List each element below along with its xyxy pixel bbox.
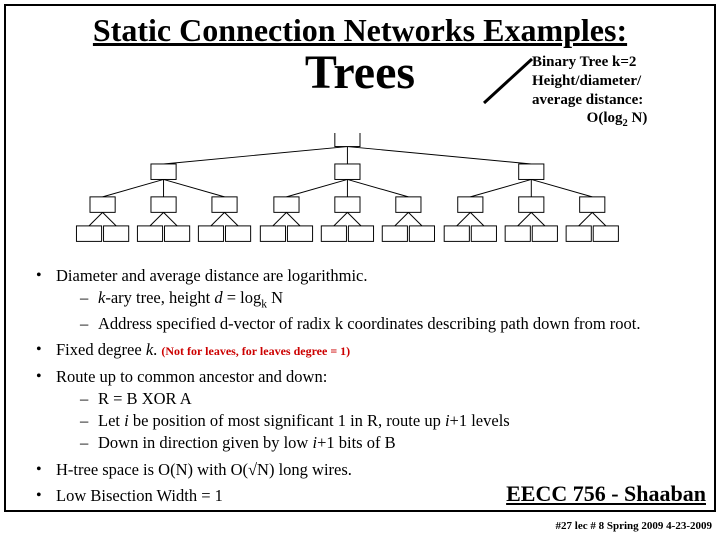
seg: Let xyxy=(98,411,124,430)
note-arrow-icon xyxy=(478,55,536,107)
footer-course: EECC 756 - Shaaban xyxy=(506,481,706,507)
sub-item: Let i be position of most significant 1 … xyxy=(78,410,686,432)
slide-frame: Static Connection Networks Examples: Tre… xyxy=(4,4,716,512)
note-line: Height/diameter/ xyxy=(532,72,702,91)
sub-list: k-ary tree, height d = logk N Address sp… xyxy=(78,287,686,335)
slide-subtitle: Trees xyxy=(305,45,415,100)
subtitle-row: Trees Binary Tree k=2 Height/diameter/ a… xyxy=(6,49,714,133)
note-line: Binary Tree k=2 xyxy=(532,53,702,72)
note-line: average distance: xyxy=(532,91,702,110)
note-seg: O(log xyxy=(587,110,623,126)
seg: be position of most significant 1 in R, … xyxy=(129,411,445,430)
seg: N xyxy=(267,288,283,307)
sub-list: R = B XOR A Let i be position of most si… xyxy=(78,388,686,455)
text: Diameter and average distance are logari… xyxy=(56,266,368,285)
inline-note: (Not for leaves, for leaves degree = 1) xyxy=(161,344,350,358)
note-line: O(log2 N) xyxy=(532,109,702,130)
bullet-item: Diameter and average distance are logari… xyxy=(34,265,686,335)
bullet-item: Fixed degree k. (Not for leaves, for lea… xyxy=(34,339,686,361)
seg: +1 bits of B xyxy=(317,433,396,452)
seg: +1 levels xyxy=(450,411,510,430)
seg: = log xyxy=(223,288,262,307)
tree-diagram xyxy=(60,133,660,253)
bullet-item: H-tree space is O(N) with O(√N) long wir… xyxy=(34,459,686,481)
footer-meta: #27 lec # 8 Spring 2009 4-23-2009 xyxy=(556,520,712,532)
sub-item: Down in direction given by low i+1 bits … xyxy=(78,432,686,454)
sub-item: Address specified d-vector of radix k co… xyxy=(78,313,686,335)
sub-item: k-ary tree, height d = logk N xyxy=(78,287,686,313)
seg: d xyxy=(214,288,222,307)
seg: Route up to common ancestor and down: xyxy=(56,367,327,386)
bullet-list: Diameter and average distance are logari… xyxy=(34,265,686,507)
bullet-item: Route up to common ancestor and down: R … xyxy=(34,366,686,455)
slide-title: Static Connection Networks Examples: xyxy=(6,12,714,49)
seg: -ary tree, height xyxy=(105,288,214,307)
sub-item: R = B XOR A xyxy=(78,388,686,410)
seg: Fixed degree xyxy=(56,340,146,359)
note-seg: N) xyxy=(628,110,648,126)
seg: Down in direction given by low xyxy=(98,433,312,452)
note-box: Binary Tree k=2 Height/diameter/ average… xyxy=(532,53,702,130)
